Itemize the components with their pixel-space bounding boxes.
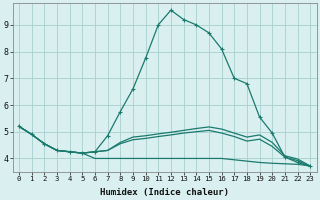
- X-axis label: Humidex (Indice chaleur): Humidex (Indice chaleur): [100, 188, 229, 197]
